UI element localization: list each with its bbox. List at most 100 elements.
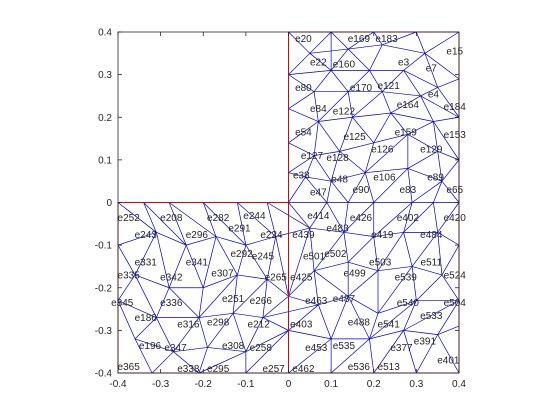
mesh-edge: [407, 151, 438, 169]
y-tick-label: -0.1: [95, 241, 113, 252]
mesh-edge: [420, 87, 438, 97]
element-label: e342: [160, 273, 183, 284]
mesh-edge: [433, 121, 460, 161]
element-label: e439: [292, 230, 315, 241]
mesh-edge: [318, 116, 353, 122]
mesh-edge: [288, 176, 306, 203]
mesh-edge: [207, 347, 246, 353]
x-tick-label: -0.2: [195, 379, 213, 390]
mesh-edge: [347, 91, 353, 118]
mesh-edge: [339, 142, 374, 152]
element-label: e540: [397, 298, 420, 309]
mesh-edge: [318, 91, 349, 122]
mesh-edge: [433, 202, 439, 233]
mesh-edge: [352, 91, 383, 118]
mesh-edge: [232, 278, 268, 314]
element-label: e160: [333, 59, 356, 70]
mesh-edge: [365, 168, 408, 174]
element-label: e7: [426, 64, 438, 75]
mesh-edge: [433, 181, 443, 203]
y-tick-label: 0.3: [98, 70, 112, 81]
element-label: e419: [371, 230, 394, 241]
mesh-edge: [343, 231, 374, 237]
element-label: e257: [262, 364, 285, 375]
element-label: e307: [211, 268, 234, 279]
mesh-edge: [232, 274, 238, 314]
element-label: e503: [369, 258, 392, 269]
mesh-edge: [117, 300, 157, 318]
y-tick-label: -0.2: [95, 283, 113, 294]
element-label: e3: [398, 57, 410, 68]
mesh-edge: [313, 270, 319, 305]
mesh-edge: [262, 279, 268, 318]
element-label: e22: [310, 57, 327, 68]
x-tick-label: -0.3: [152, 379, 170, 390]
mesh-edge: [382, 70, 404, 92]
mesh-edge: [134, 274, 170, 289]
element-label: e164: [397, 100, 420, 111]
mesh-edge: [437, 202, 460, 233]
mesh-edge: [309, 48, 349, 54]
mesh-edge: [202, 202, 217, 237]
mesh-edge: [373, 112, 392, 143]
element-label: e487: [333, 294, 356, 305]
element-label: e90: [353, 185, 370, 196]
mesh-edge: [198, 347, 208, 374]
mesh-edge: [313, 261, 349, 272]
mesh-edge: [117, 300, 136, 340]
element-label: e159: [395, 128, 418, 139]
mesh-edge: [331, 172, 366, 182]
element-label: e106: [373, 172, 396, 183]
mesh-edge: [420, 95, 434, 122]
mesh-edge: [424, 31, 460, 54]
mesh-edge: [117, 232, 157, 246]
mesh-edge: [275, 236, 289, 297]
mesh-edge: [198, 312, 234, 318]
mesh-edge: [403, 202, 434, 233]
mesh-edge: [245, 330, 289, 353]
mesh-edge: [339, 117, 353, 152]
mesh-edge: [433, 121, 439, 152]
mesh-edge: [207, 313, 234, 348]
mesh-edge: [412, 266, 443, 276]
mesh-edge: [437, 232, 443, 275]
element-label: e539: [395, 273, 418, 284]
mesh-edge: [143, 202, 157, 233]
element-label: e296: [186, 230, 209, 241]
mesh-edge: [288, 202, 311, 229]
mesh-edges: [117, 31, 460, 374]
element-label: e316: [177, 319, 200, 330]
element-label: e89: [427, 172, 444, 183]
mesh-edge: [309, 202, 328, 229]
mesh-edge: [203, 274, 238, 289]
element-label: e252: [118, 213, 141, 224]
element-label: e401: [437, 356, 460, 367]
mesh-edge: [309, 53, 332, 71]
mesh-edge: [382, 44, 425, 54]
mesh-edge: [369, 300, 417, 340]
mesh-edge: [373, 31, 383, 45]
mesh-edge: [403, 202, 413, 233]
mesh-edge: [330, 296, 349, 340]
mesh-edge: [330, 180, 349, 203]
mesh-edge: [288, 108, 319, 122]
element-label: e20: [295, 34, 312, 45]
mesh-edge: [369, 44, 383, 71]
mesh-edge: [288, 70, 332, 75]
mesh-edge: [318, 304, 332, 340]
mesh-edge: [407, 121, 434, 135]
mesh-edge: [168, 202, 187, 246]
mesh-edge: [156, 287, 170, 318]
element-label: e48: [331, 175, 348, 186]
mesh-edge: [373, 202, 413, 237]
mesh-edge: [237, 202, 247, 246]
mesh-edge: [437, 334, 460, 374]
mesh-edge: [347, 270, 379, 297]
mesh-edge: [237, 274, 268, 280]
element-label: e243: [135, 230, 158, 241]
mesh-edge: [173, 347, 208, 353]
x-tick-label: -0.4: [109, 379, 127, 390]
mesh-edge: [245, 236, 276, 246]
mesh-edge: [369, 330, 404, 340]
